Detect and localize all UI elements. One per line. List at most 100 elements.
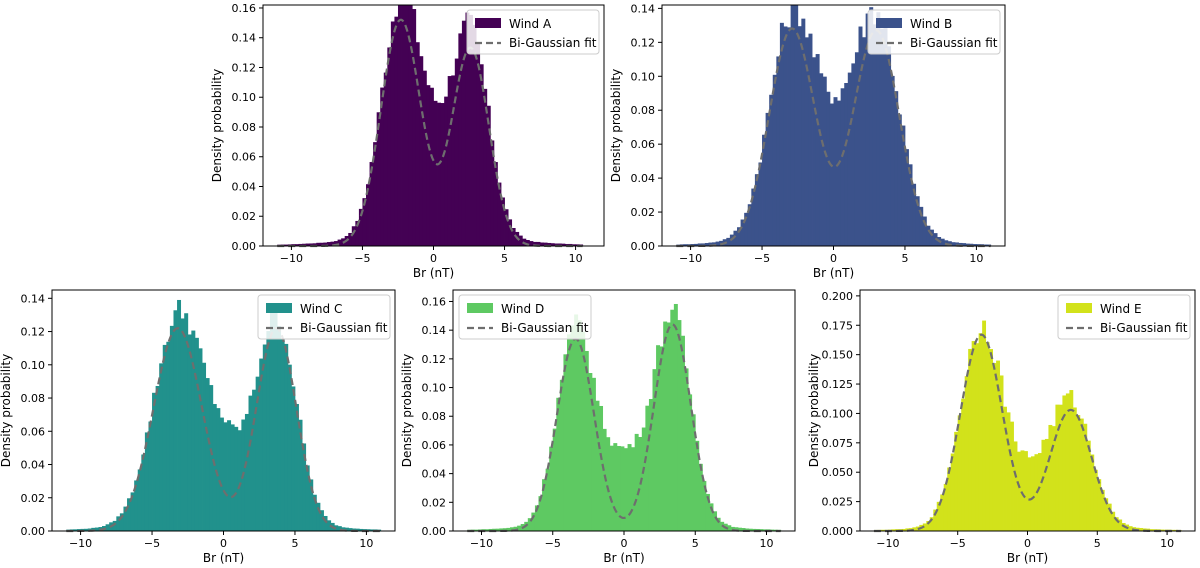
x-tick-label: 5 bbox=[692, 537, 699, 550]
histogram-bar bbox=[1072, 407, 1077, 531]
y-tick-label: 0.02 bbox=[422, 496, 447, 509]
histogram-bar bbox=[862, 37, 867, 246]
histogram-bar bbox=[645, 405, 650, 531]
histogram-bar bbox=[1006, 412, 1011, 531]
histogram-bar bbox=[152, 392, 157, 531]
histogram-bar bbox=[209, 385, 214, 531]
histogram-bar bbox=[954, 431, 959, 531]
histogram-bar bbox=[912, 183, 917, 246]
chart-panel-c: −10 −5 0 5 10 0.00 0.02 0.04 0.06 0.08 0.10 0.12 0.1… bbox=[0, 289, 396, 565]
histogram-bar bbox=[327, 520, 332, 531]
histogram-bar bbox=[433, 100, 438, 246]
y-tick-label: 0.10 bbox=[21, 359, 46, 372]
y-tick-label: 0.075 bbox=[822, 437, 854, 450]
x-tick-label: 10 bbox=[1160, 537, 1174, 550]
x-tick-label: −10 bbox=[679, 252, 702, 265]
x-axis-label: Br (nT) bbox=[1007, 551, 1048, 565]
y-axis-label: Density probability bbox=[807, 354, 821, 467]
histogram-bar bbox=[762, 134, 767, 246]
legend-label-fit: Bi-Gaussian fit bbox=[300, 321, 388, 335]
y-tick-label: 0.14 bbox=[21, 292, 46, 305]
histogram-bar bbox=[177, 299, 182, 531]
legend-label-wind: Wind E bbox=[1100, 302, 1142, 316]
histogram-bar bbox=[130, 492, 135, 531]
histogram-bar bbox=[691, 414, 696, 531]
histogram-bar bbox=[326, 242, 331, 246]
histogram-bar bbox=[447, 76, 452, 246]
histogram-bar bbox=[180, 318, 185, 531]
histogram-bar bbox=[547, 242, 552, 246]
histogram-bar bbox=[815, 54, 820, 246]
histogram-bar bbox=[1160, 529, 1164, 531]
y-tick-label: 0.00 bbox=[631, 240, 656, 253]
histogram-bar bbox=[532, 241, 537, 246]
histogram-bar bbox=[280, 338, 285, 531]
histogram-bar bbox=[319, 242, 324, 246]
histogram-bar bbox=[205, 378, 210, 531]
legend-label-wind: Wind C bbox=[300, 302, 342, 316]
histogram-bar bbox=[485, 529, 490, 531]
histogram-bar bbox=[726, 237, 731, 246]
histogram-bar bbox=[415, 42, 420, 246]
histogram-bar bbox=[694, 243, 699, 246]
legend: Wind D Bi-Gaussian fit bbox=[458, 294, 592, 340]
histogram-bar bbox=[137, 469, 142, 531]
x-tick-label: 10 bbox=[569, 252, 583, 265]
histogram-bar bbox=[713, 511, 718, 531]
histogram-bar bbox=[405, 5, 410, 246]
histogram-bar bbox=[212, 404, 217, 531]
histogram-bar bbox=[851, 63, 856, 246]
histogram-bar bbox=[748, 528, 753, 531]
y-tick-label: 0.06 bbox=[631, 138, 656, 151]
histogram-bar bbox=[383, 72, 388, 246]
y-tick-label: 0.02 bbox=[21, 492, 46, 505]
histogram-bar bbox=[684, 368, 689, 531]
histogram-bar bbox=[493, 162, 498, 246]
histogram-bar bbox=[127, 498, 132, 531]
histogram-bar bbox=[697, 243, 702, 246]
histogram-bar bbox=[309, 243, 314, 246]
histogram-bar bbox=[534, 505, 539, 531]
histogram-bar bbox=[894, 91, 899, 247]
histogram-bar bbox=[847, 72, 852, 246]
histogram-bar bbox=[216, 408, 221, 531]
histogram-bar bbox=[1107, 503, 1112, 531]
histogram-bar bbox=[1170, 529, 1175, 531]
histogram-bar bbox=[787, 27, 792, 247]
histogram-bar bbox=[716, 517, 721, 531]
histogram-bar bbox=[202, 362, 207, 531]
histogram-bar bbox=[252, 389, 257, 531]
y-axis-label: Density probability bbox=[0, 354, 13, 467]
histogram-bar bbox=[112, 520, 117, 531]
y-tick-label: 0.04 bbox=[21, 459, 46, 472]
histogram-bar bbox=[972, 244, 977, 246]
histogram-bar bbox=[779, 22, 784, 247]
legend: Wind B Bi-Gaussian fit bbox=[867, 9, 1001, 55]
histogram-bar bbox=[116, 516, 121, 531]
y-tick-label: 0.08 bbox=[631, 104, 656, 117]
histogram-bar bbox=[504, 209, 509, 246]
histogram-bar bbox=[262, 344, 267, 531]
histogram-bar bbox=[362, 198, 367, 246]
histogram-bar bbox=[599, 405, 604, 531]
histogram-bar bbox=[872, 24, 877, 247]
histogram-bar bbox=[773, 529, 778, 531]
bi-gaussian-fit-line bbox=[467, 323, 781, 533]
y-tick-label: 0.04 bbox=[232, 180, 257, 193]
histogram-bar bbox=[461, 20, 466, 247]
histogram-bar bbox=[801, 18, 806, 247]
histogram-bar bbox=[880, 529, 885, 531]
histogram-bar bbox=[812, 57, 817, 246]
histogram-bar bbox=[759, 529, 764, 531]
legend-label-wind: Wind B bbox=[910, 17, 952, 31]
histogram-bar bbox=[943, 483, 948, 531]
y-tick-label: 0.04 bbox=[631, 172, 656, 185]
y-tick-label: 0.025 bbox=[822, 496, 854, 509]
histogram-bar bbox=[517, 525, 522, 531]
histogram-bar bbox=[298, 419, 303, 531]
histogram-bar bbox=[1083, 423, 1088, 531]
histogram-bar bbox=[819, 73, 824, 247]
histogram-bar bbox=[663, 321, 668, 531]
histogram-bar bbox=[259, 358, 264, 531]
chart-panel-a: −10 −5 0 5 10 0.00 0.02 0.04 0.06 0.08 0.10 0.12 0.1… bbox=[210, 2, 605, 280]
